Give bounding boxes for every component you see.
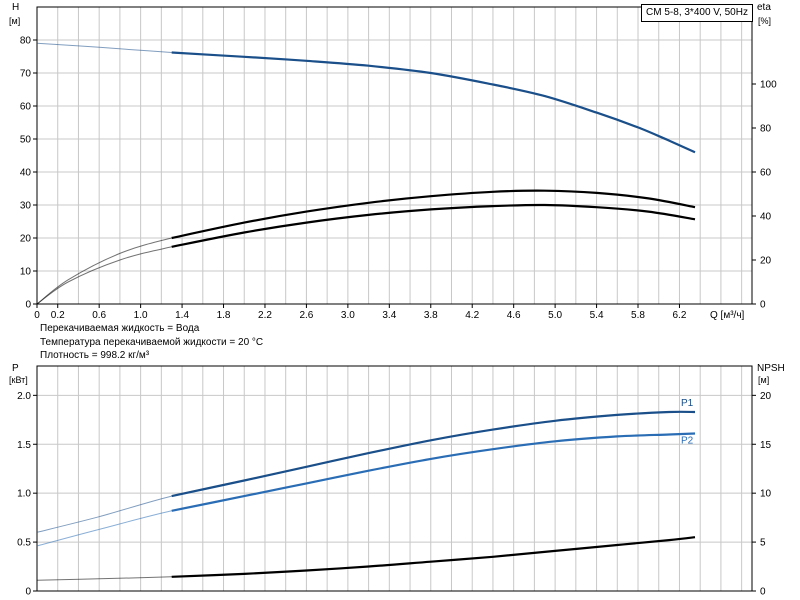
- y-tick-label-right: 10: [760, 489, 772, 500]
- x-tick-label: 5.4: [590, 310, 604, 321]
- series-line: [171, 189, 696, 240]
- x-tick-label: 2.2: [258, 310, 272, 321]
- y-tick-label-left: 80: [20, 36, 32, 47]
- y-tick-label-right: 100: [760, 80, 777, 91]
- series-label: P2: [681, 436, 694, 447]
- x-tick-label: 2.6: [299, 310, 313, 321]
- y-axis-unit-left: [м]: [9, 16, 20, 26]
- x-tick-label: 3.8: [424, 310, 438, 321]
- y-axis-unit-right: [%]: [758, 16, 771, 26]
- y-axis-unit-right: [м]: [758, 375, 769, 385]
- series-line: [171, 51, 696, 154]
- model-label: CM 5-8, 3*400 V, 50Hz: [641, 4, 753, 22]
- series-line: [171, 536, 696, 578]
- y-axis-title-left: H: [12, 2, 19, 13]
- y-tick-label-left: 1.5: [17, 440, 31, 451]
- fluid-info-line: Температура перекачиваемой жидкости = 20…: [40, 336, 264, 348]
- series-label: P1: [681, 398, 694, 409]
- y-tick-label-right: 5: [760, 538, 766, 549]
- x-tick-label: 0: [34, 310, 40, 321]
- y-axis-title-right: eta: [757, 2, 771, 13]
- y-tick-label-left: 1.0: [17, 489, 31, 500]
- y-tick-label-right: 0: [760, 587, 766, 598]
- x-tick-label: 1.0: [134, 310, 148, 321]
- fluid-info: Перекачиваемая жидкость = Вода Температу…: [40, 322, 263, 363]
- y-tick-label-right: 20: [760, 256, 772, 267]
- y-tick-label-left: 0: [25, 300, 31, 311]
- fluid-info-line: Перекачиваемая жидкость = Вода: [40, 323, 200, 334]
- series-line: [171, 432, 696, 512]
- x-tick-label: 4.6: [507, 310, 521, 321]
- x-tick-label: 1.8: [217, 310, 231, 321]
- x-tick-label: 5.8: [631, 310, 645, 321]
- y-tick-label-left: 0: [25, 587, 31, 598]
- y-tick-label-right: 40: [760, 212, 772, 223]
- fluid-info-line: Плотность = 998.2 кг/м³: [40, 350, 150, 361]
- y-tick-label-right: 60: [760, 168, 772, 179]
- y-tick-label-right: 20: [760, 391, 772, 402]
- y-tick-label-left: 50: [20, 135, 32, 146]
- x-tick-label: 3.0: [341, 310, 355, 321]
- y-tick-label-left: 20: [20, 234, 32, 245]
- x-tick-label: 1.4: [175, 310, 189, 321]
- y-tick-label-right: 15: [760, 440, 772, 451]
- y-tick-label-right: 80: [760, 124, 772, 135]
- x-tick-label: 0.2: [51, 310, 65, 321]
- y-axis-title-left: P: [12, 363, 19, 374]
- x-tick-label: 6.2: [673, 310, 687, 321]
- x-tick-label: 0.6: [92, 310, 106, 321]
- series-line: [171, 203, 696, 248]
- y-tick-label-left: 10: [20, 267, 32, 278]
- y-tick-label-left: 30: [20, 201, 32, 212]
- plot-frame: [36, 6, 753, 305]
- x-tick-label: 3.4: [382, 310, 396, 321]
- series-line: [171, 410, 696, 498]
- plot-frame: [36, 365, 753, 592]
- x-tick-label: 5.0: [548, 310, 562, 321]
- y-tick-label-left: 2.0: [17, 391, 31, 402]
- y-tick-label-left: 70: [20, 69, 32, 80]
- x-tick-label: 4.2: [465, 310, 479, 321]
- y-tick-label-left: 60: [20, 102, 32, 113]
- x-axis-title: Q [м³/ч]: [710, 310, 745, 321]
- y-axis-title-right: NPSH: [757, 363, 785, 374]
- y-axis-unit-left: [кВт]: [9, 375, 28, 385]
- y-tick-label-left: 0.5: [17, 538, 31, 549]
- y-tick-label-left: 40: [20, 168, 32, 179]
- y-tick-label-right: 0: [760, 300, 766, 311]
